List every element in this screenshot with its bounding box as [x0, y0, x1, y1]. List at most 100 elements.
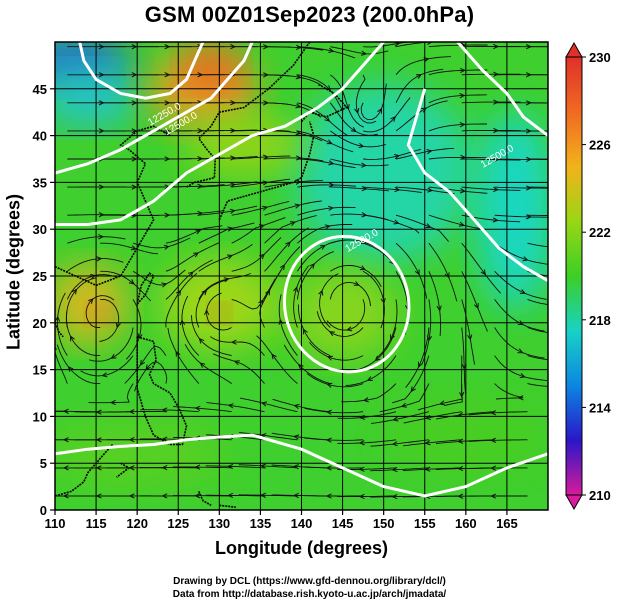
streamline-118 — [494, 299, 545, 332]
streamline-arrow-99 — [328, 331, 335, 337]
streamline-arrow-178 — [525, 185, 532, 191]
height-contours — [55, 42, 548, 498]
streamline-arrow-86 — [410, 386, 416, 393]
streamline-arrow-139 — [227, 226, 234, 232]
streamline-160 — [395, 214, 449, 242]
coast-segment-5 — [55, 322, 64, 338]
streamline-arrow-115 — [390, 334, 395, 341]
height-contour-0 — [55, 42, 385, 226]
streamline-140 — [231, 217, 286, 244]
streamline-arrow-142 — [324, 224, 331, 230]
streamline-104 — [527, 327, 548, 333]
streamline-arrow-135 — [98, 234, 105, 240]
streamline-204 — [363, 97, 411, 133]
streamline-arrow-246 — [295, 44, 302, 51]
streamline-56 — [370, 411, 430, 424]
streamline-248 — [330, 46, 389, 55]
streamline-arrow-112 — [309, 263, 316, 269]
streamline-217 — [297, 102, 349, 137]
streamline-71 — [379, 383, 430, 413]
streamline-arrow-205 — [421, 107, 428, 113]
streamline-arrow-33 — [128, 437, 135, 443]
streamline-arrow-120 — [96, 256, 103, 262]
streamline-66 — [213, 353, 265, 384]
streamline-arrow-132 — [473, 303, 479, 310]
streamline-132 — [461, 271, 488, 332]
streamline-arrow-206 — [459, 122, 466, 128]
streamline-arrow-125 — [259, 253, 265, 260]
streamline-arrow-78 — [139, 359, 146, 366]
streamline-171 — [264, 180, 323, 188]
streamline-arrow-70 — [362, 397, 369, 403]
streamline-188 — [330, 158, 389, 167]
streamline-arrow-224 — [559, 101, 564, 105]
streamline-arrow-128 — [359, 265, 366, 271]
streamline-arrow-239 — [559, 73, 564, 77]
streamline-102 — [461, 327, 467, 395]
streamline-arrow-15 — [31, 466, 36, 470]
streamline-arrow-91 — [88, 298, 94, 304]
streamline-arrow-38 — [293, 434, 300, 440]
streamline-138 — [165, 225, 223, 244]
streamline-68 — [283, 344, 331, 385]
streamline-120 — [67, 258, 124, 272]
streamline-78 — [124, 345, 167, 384]
streamline-40 — [337, 439, 397, 444]
streamline-arrow-150 — [98, 212, 105, 218]
streamline-arrow-101 — [418, 361, 423, 368]
streamline-arrow-79 — [179, 319, 186, 326]
streamline-arrow-21 — [227, 463, 234, 470]
streamline-83 — [297, 304, 331, 357]
streamline-105 — [66, 274, 118, 300]
colorbar-max-arrow — [565, 41, 583, 58]
streamline-125 — [231, 237, 282, 272]
streamline-61 — [56, 344, 101, 385]
colorbar-label-1: 214 — [589, 400, 611, 415]
streamline-arrow-222 — [493, 99, 500, 105]
streamline-arrow-154 — [229, 208, 236, 214]
streamline-119 — [527, 298, 548, 306]
height-contour-3 — [406, 88, 548, 283]
streamline-arrow-220 — [416, 74, 423, 79]
streamline-arrow-97 — [293, 286, 299, 293]
streamline-135 — [67, 236, 126, 244]
streamline-186 — [264, 157, 324, 162]
streamline-172 — [297, 184, 357, 188]
streamline-arrow-221 — [459, 93, 466, 99]
streamline-arrow-170 — [262, 180, 269, 186]
streamline-85 — [345, 355, 397, 386]
streamline-arrow-56 — [392, 416, 399, 422]
streamline-110 — [231, 278, 276, 310]
streamline-arrow-44 — [490, 437, 497, 443]
streamline-arrow-127 — [319, 244, 326, 250]
streamline-205 — [395, 100, 448, 132]
streamline-136 — [100, 242, 159, 255]
streamline-arrow-83 — [302, 328, 308, 335]
streamline-arrow-1 — [62, 493, 69, 499]
streamline-arrow-136 — [130, 245, 138, 251]
streamline-arrow-68 — [297, 363, 304, 370]
streamline-arrow-8 — [292, 492, 299, 499]
streamline-arrow-27 — [424, 466, 431, 472]
height-contour-high — [282, 234, 411, 374]
streamline-arrow-102 — [461, 363, 467, 370]
streamline-arrow-138 — [195, 229, 202, 235]
streamline-90 — [65, 277, 97, 328]
streamline-arrow-50 — [194, 405, 201, 412]
streamline-29 — [468, 467, 528, 470]
streamline-arrow-234 — [354, 107, 360, 115]
streamline-arrow-9 — [325, 493, 332, 499]
streamline-arrow-16 — [62, 465, 69, 471]
streamline-arrow-72 — [438, 400, 446, 406]
streamline-arrow-14 — [490, 493, 497, 499]
x-tick-label-3: 125 — [167, 516, 189, 531]
field-region-3 — [55, 68, 138, 129]
x-axis-label: Longitude (degrees) — [214, 538, 388, 558]
streamline-113 — [329, 281, 372, 307]
streamline-arrow-0 — [31, 494, 36, 498]
streamline-48 — [107, 411, 166, 413]
streamline-50 — [173, 406, 232, 413]
streamline-89 — [527, 355, 548, 361]
field-region-10 — [88, 303, 113, 324]
